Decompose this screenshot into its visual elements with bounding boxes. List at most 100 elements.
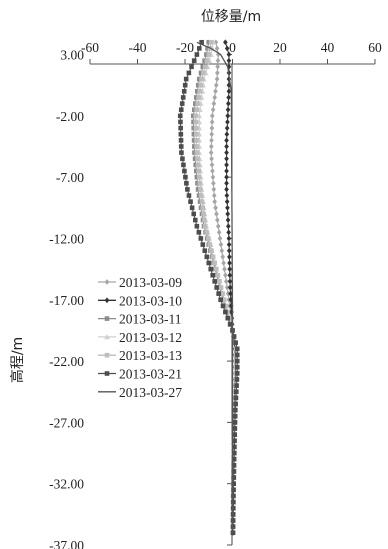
- data-point: [192, 217, 198, 223]
- data-point: [227, 272, 233, 279]
- y-tick-label: -2.00: [56, 109, 84, 124]
- data-point: [224, 155, 229, 162]
- data-point: [212, 198, 217, 205]
- legend: 2013-03-09 2013-03-10 2013-03-11 2013-03-12…: [96, 274, 204, 404]
- data-point: [210, 168, 215, 174]
- legend-item: 2013-03-13: [98, 348, 182, 363]
- data-point: [196, 76, 202, 82]
- data-point: [225, 106, 231, 113]
- data-point: [213, 88, 218, 95]
- data-point: [179, 101, 185, 106]
- y-axis-title: 高程/m: [9, 337, 26, 383]
- data-point: [178, 125, 183, 131]
- data-point: [200, 64, 206, 70]
- data-point: [188, 199, 193, 204]
- data-point: [198, 82, 203, 88]
- data-point: [232, 420, 238, 425]
- data-point: [231, 450, 237, 456]
- data-point: [217, 235, 223, 242]
- data-point: [202, 217, 207, 223]
- data-point: [220, 291, 225, 296]
- data-point: [177, 113, 183, 119]
- data-point: [231, 475, 237, 480]
- data-point: [232, 432, 238, 437]
- legend-item: 2013-03-10: [98, 293, 182, 308]
- data-point: [197, 180, 203, 186]
- data-point: [180, 95, 186, 100]
- legend-label: 2013-03-09: [119, 275, 182, 290]
- data-point: [104, 334, 110, 340]
- data-point: [180, 156, 185, 162]
- data-point: [224, 180, 229, 187]
- data-point: [181, 162, 186, 168]
- data-point: [196, 46, 202, 51]
- data-point: [226, 94, 231, 101]
- series-2013-03-27: [196, 41, 234, 533]
- data-point: [218, 241, 224, 248]
- data-point: [209, 125, 215, 131]
- data-point: [230, 505, 236, 511]
- data-point: [220, 303, 226, 309]
- data-point: [221, 260, 226, 266]
- data-point: [227, 253, 232, 260]
- series-layer: [177, 39, 240, 536]
- y-tick-label: -37.00: [49, 538, 84, 549]
- legend-item: 2013-03-27: [98, 385, 182, 400]
- data-point: [204, 58, 210, 63]
- data-point: [193, 131, 199, 137]
- legend-label: 2013-03-12: [119, 330, 182, 345]
- data-point: [193, 113, 198, 119]
- data-point: [223, 278, 229, 285]
- data-point: [198, 187, 203, 192]
- data-point: [228, 296, 234, 303]
- data-point: [179, 150, 184, 155]
- data-point: [220, 253, 226, 260]
- data-point: [212, 279, 217, 284]
- x-axis: -60 -40 -20 0 20 40 60 位移量/m: [81, 9, 382, 65]
- x-tick-label: -40: [129, 40, 147, 55]
- data-point: [195, 82, 201, 88]
- data-point: [217, 279, 222, 284]
- data-point: [205, 46, 210, 51]
- data-point: [186, 193, 192, 198]
- data-point: [194, 52, 200, 57]
- data-point: [224, 284, 230, 291]
- data-point: [194, 150, 200, 155]
- series-line: [196, 41, 234, 533]
- data-point: [210, 174, 216, 181]
- data-point: [193, 95, 199, 100]
- data-point: [234, 383, 239, 388]
- data-point: [227, 321, 233, 327]
- data-point: [104, 352, 110, 358]
- data-point: [213, 266, 219, 272]
- data-point: [230, 530, 236, 536]
- data-point: [195, 162, 201, 168]
- data-point: [231, 469, 237, 474]
- data-point: [202, 248, 208, 254]
- data-point: [231, 499, 236, 505]
- y-tick-label: -27.00: [49, 415, 84, 430]
- data-point: [234, 371, 240, 376]
- data-point: [204, 52, 209, 57]
- data-point: [204, 254, 210, 260]
- data-point: [224, 125, 230, 131]
- x-tick-label: -20: [176, 40, 194, 55]
- data-point: [195, 156, 200, 162]
- data-point: [208, 39, 214, 45]
- data-point: [231, 481, 236, 486]
- legend-label: 2013-03-13: [119, 348, 182, 363]
- data-point: [192, 156, 198, 162]
- data-point: [192, 144, 197, 149]
- data-point: [216, 229, 222, 236]
- data-point: [200, 205, 206, 211]
- data-point: [232, 426, 238, 431]
- data-point: [196, 95, 201, 100]
- data-point: [191, 211, 197, 217]
- data-point: [232, 413, 238, 419]
- data-point: [225, 290, 231, 297]
- data-point: [215, 70, 220, 76]
- y-tick-label: -22.00: [49, 354, 84, 369]
- data-point: [200, 242, 206, 247]
- data-point: [233, 407, 238, 413]
- data-point: [208, 149, 214, 156]
